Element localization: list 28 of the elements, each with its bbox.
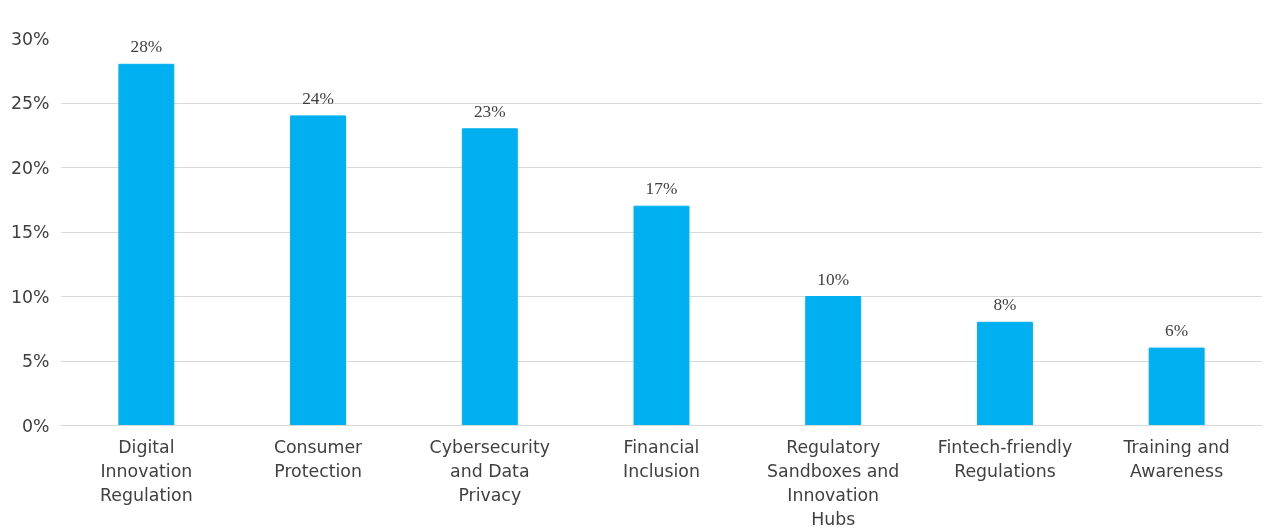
- y-tick-label: 0%: [22, 415, 50, 436]
- y-tick-label: 5%: [22, 351, 50, 371]
- bar: [461, 128, 518, 426]
- y-tick-label: 15%: [10, 222, 50, 242]
- x-tick-label: Consumer Protection: [273, 436, 364, 481]
- data-label: 10%: [817, 269, 850, 289]
- data-label: 23%: [473, 101, 506, 121]
- x-tick-label: Cybersecurity and Data Privacy: [429, 436, 550, 505]
- bar: [976, 321, 1033, 426]
- data-label: 24%: [302, 88, 334, 108]
- x-tick-label: Regulatory Sandboxes and Innovation Hubs: [767, 436, 900, 529]
- x-tick-label: Digital Innovation Regulation: [100, 436, 193, 505]
- bar: [118, 63, 175, 426]
- bar: [290, 115, 347, 426]
- y-tick-label: 30%: [10, 28, 50, 49]
- bar: [805, 296, 862, 426]
- y-tick-label: 20%: [10, 157, 50, 178]
- x-tick-label: Fintech-friendly Regulations: [937, 436, 1073, 481]
- bar: [633, 205, 690, 426]
- y-tick-label: 10%: [10, 286, 50, 307]
- data-label: 28%: [130, 37, 163, 57]
- data-label: 17%: [645, 179, 678, 199]
- x-tick-label: Training and Awareness: [1122, 436, 1230, 481]
- bar: [1148, 347, 1205, 426]
- x-tick-label: Financial Inclusion: [623, 436, 700, 481]
- data-label: 8%: [993, 295, 1017, 315]
- data-label: 6%: [1165, 321, 1189, 341]
- y-tick-label: 25%: [10, 93, 50, 113]
